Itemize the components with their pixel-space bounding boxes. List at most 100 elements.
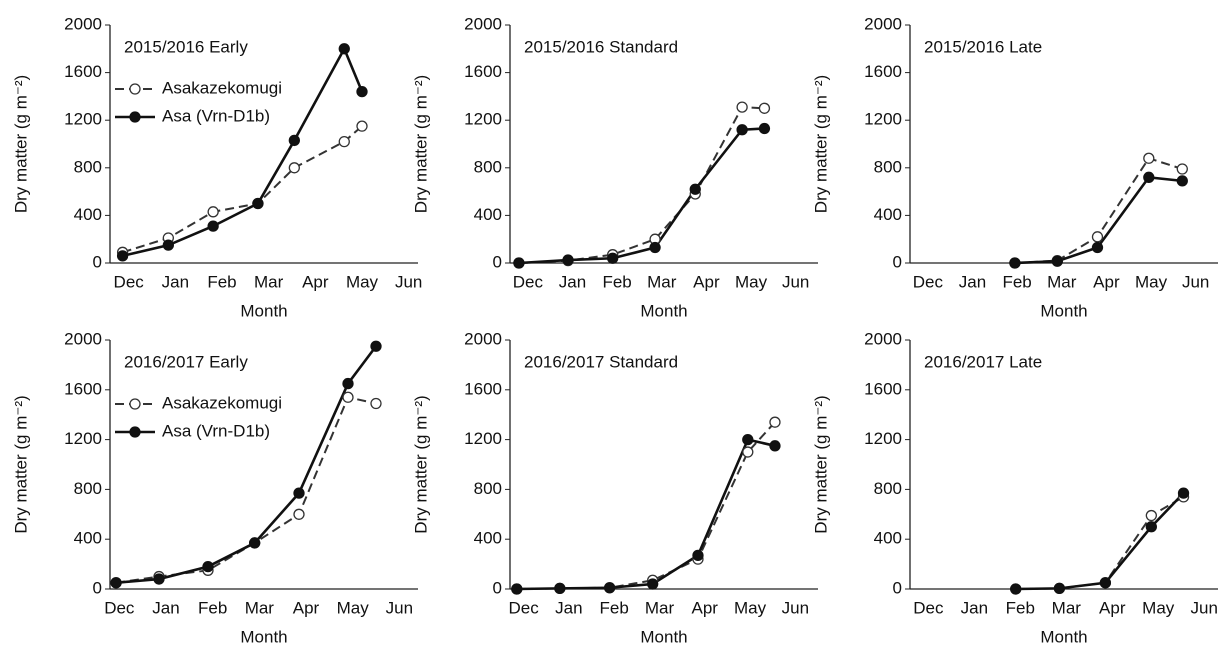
x-tick-label: Jan bbox=[559, 272, 586, 291]
y-tick-label: 400 bbox=[74, 529, 102, 548]
data-point bbox=[1010, 583, 1022, 595]
y-tick-label: 800 bbox=[474, 479, 502, 498]
x-tick-label: Jun bbox=[1182, 272, 1209, 291]
y-tick-label: 400 bbox=[74, 205, 102, 224]
y-axis-label: Dry matter (g m⁻²) bbox=[11, 395, 30, 533]
data-point bbox=[1091, 241, 1104, 254]
y-tick-label: 1600 bbox=[864, 379, 902, 398]
data-point bbox=[603, 582, 616, 594]
x-axis-label: Month bbox=[240, 627, 287, 646]
legend-label: Asakazekomugi bbox=[162, 78, 282, 97]
panel-title: 2016/2017 Early bbox=[124, 352, 248, 371]
data-point bbox=[116, 250, 129, 262]
x-tick-label: May bbox=[735, 272, 768, 291]
data-point bbox=[1009, 257, 1021, 269]
series-line bbox=[516, 438, 776, 591]
data-point bbox=[689, 183, 701, 195]
legend-marker bbox=[129, 398, 141, 410]
x-tick-label: Apr bbox=[302, 272, 329, 291]
data-point bbox=[1143, 171, 1155, 183]
data-point bbox=[249, 537, 261, 549]
series-line bbox=[516, 421, 776, 590]
x-tick-label: Dec bbox=[508, 598, 539, 617]
data-point bbox=[1177, 487, 1190, 499]
data-point bbox=[742, 446, 754, 458]
x-tick-label: Dec bbox=[913, 272, 944, 291]
y-tick-label: 0 bbox=[493, 578, 502, 597]
x-tick-label: Jan bbox=[162, 272, 189, 291]
series-line bbox=[518, 127, 765, 265]
data-point bbox=[736, 124, 748, 136]
data-point bbox=[742, 433, 754, 446]
y-axis-label: Dry matter (g m⁻²) bbox=[411, 395, 430, 533]
data-point bbox=[207, 206, 219, 218]
y-tick-label: 400 bbox=[474, 529, 502, 548]
x-tick-label: Mar bbox=[1052, 598, 1082, 617]
y-axis-label: Dry matter (g m⁻²) bbox=[411, 75, 430, 213]
x-axis-label: Month bbox=[640, 627, 687, 646]
data-point bbox=[1176, 175, 1188, 187]
y-tick-label: 400 bbox=[474, 205, 502, 224]
y-tick-label: 0 bbox=[493, 252, 502, 271]
y-tick-label: 1600 bbox=[864, 62, 902, 81]
data-point bbox=[511, 583, 523, 595]
data-point bbox=[252, 197, 264, 210]
x-tick-label: Feb bbox=[602, 272, 631, 291]
data-point bbox=[1143, 152, 1155, 164]
data-point bbox=[153, 573, 165, 585]
data-point bbox=[110, 577, 122, 589]
legend-marker bbox=[129, 83, 141, 95]
data-point bbox=[513, 257, 525, 269]
x-tick-label: Feb bbox=[1002, 272, 1031, 291]
data-point bbox=[207, 220, 219, 232]
y-tick-label: 0 bbox=[893, 578, 902, 597]
y-tick-label: 1200 bbox=[464, 429, 502, 448]
x-tick-label: Apr bbox=[293, 598, 320, 617]
x-tick-label: Mar bbox=[647, 272, 677, 291]
y-tick-label: 2000 bbox=[64, 329, 102, 348]
panel-title: 2015/2016 Late bbox=[924, 37, 1042, 56]
y-axis-label: Dry matter (g m⁻²) bbox=[811, 395, 830, 533]
y-tick-label: 1600 bbox=[64, 379, 102, 398]
y-tick-label: 800 bbox=[874, 479, 902, 498]
x-tick-label: May bbox=[337, 598, 370, 617]
y-tick-label: 1600 bbox=[464, 62, 502, 81]
data-point bbox=[1176, 163, 1188, 175]
data-point bbox=[162, 239, 174, 251]
x-tick-label: Dec bbox=[104, 598, 135, 617]
series-line bbox=[122, 125, 363, 254]
y-tick-label: 1200 bbox=[864, 429, 902, 448]
y-axis-label: Dry matter (g m⁻²) bbox=[11, 75, 30, 213]
x-tick-label: May bbox=[346, 272, 379, 291]
panel-title: 2016/2017 Late bbox=[924, 352, 1042, 371]
data-point bbox=[554, 582, 566, 595]
legend-label: Asakazekomugi bbox=[162, 393, 282, 412]
data-point bbox=[607, 252, 619, 264]
y-tick-label: 1200 bbox=[864, 110, 902, 129]
data-point bbox=[1051, 255, 1063, 267]
x-tick-label: Dec bbox=[513, 272, 544, 291]
y-tick-label: 0 bbox=[93, 578, 102, 597]
data-point bbox=[1145, 509, 1157, 522]
data-point bbox=[647, 578, 659, 590]
x-tick-label: Dec bbox=[114, 272, 145, 291]
y-tick-label: 800 bbox=[874, 157, 902, 176]
data-point bbox=[562, 254, 574, 266]
data-point bbox=[758, 102, 771, 114]
data-point bbox=[338, 135, 350, 148]
x-tick-label: Feb bbox=[600, 598, 629, 617]
x-tick-label: Apr bbox=[692, 598, 719, 617]
data-point bbox=[370, 397, 382, 410]
data-point bbox=[356, 120, 368, 132]
data-point bbox=[342, 391, 354, 403]
data-point bbox=[288, 162, 300, 174]
data-point bbox=[293, 508, 305, 520]
data-point bbox=[758, 122, 771, 135]
legend-marker bbox=[129, 111, 141, 123]
data-point bbox=[370, 340, 382, 352]
y-tick-label: 800 bbox=[74, 479, 102, 498]
x-tick-label: Feb bbox=[207, 272, 236, 291]
x-tick-label: Apr bbox=[1093, 272, 1120, 291]
legend-label: Asa (Vrn-D1b) bbox=[162, 106, 270, 125]
